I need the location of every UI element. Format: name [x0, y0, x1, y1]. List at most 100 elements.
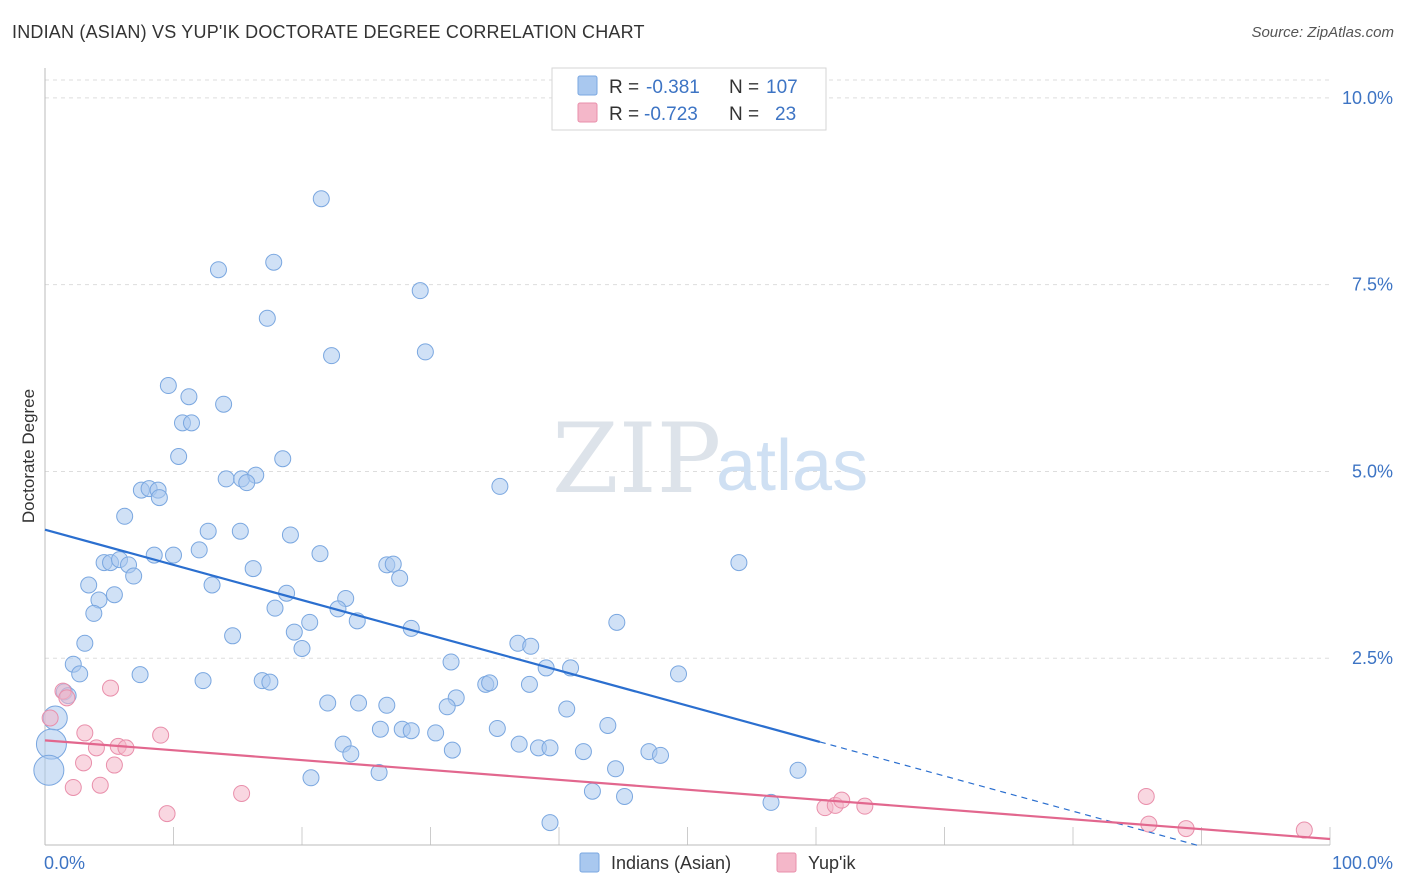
data-point — [35, 728, 67, 760]
data-point — [125, 567, 143, 585]
legend-swatch-yupik — [577, 102, 598, 123]
data-point — [856, 797, 874, 815]
data-point — [443, 741, 461, 759]
data-point — [75, 754, 93, 772]
legend-n-value-yupik: 23 — [775, 104, 796, 125]
data-point — [64, 778, 82, 796]
data-point — [190, 541, 208, 559]
data-point — [80, 576, 98, 594]
watermark-zip: ZIP — [552, 403, 721, 515]
data-point — [71, 665, 89, 683]
data-point — [231, 522, 249, 540]
data-point — [438, 698, 456, 716]
stats-legend: R = -0.381 N = 107 R = -0.723 N = 23 — [551, 67, 827, 131]
data-point — [652, 746, 670, 764]
data-point — [730, 554, 748, 572]
data-point — [182, 414, 200, 432]
data-point — [224, 627, 242, 645]
data-point — [58, 689, 76, 707]
data-point — [411, 282, 429, 300]
x-tick-label-max: 100.0% — [1332, 853, 1393, 873]
legend-swatch-indian — [577, 75, 598, 96]
bottom-legend-swatch-yupik — [776, 852, 797, 873]
bottom-legend-label-indian: Indians (Asian) — [611, 853, 731, 873]
data-point — [1137, 787, 1155, 805]
data-point — [76, 724, 94, 742]
data-point — [209, 261, 227, 279]
data-point — [266, 599, 284, 617]
tick-labels: 2.5% 5.0% 7.5% 10.0% 0.0% 100.0% — [44, 88, 1393, 873]
data-point — [116, 507, 134, 525]
data-point — [427, 724, 445, 742]
data-point — [402, 722, 420, 740]
legend-r-value-indian: -0.381 — [646, 77, 700, 98]
chart-title: INDIAN (ASIAN) VS YUP'IK DOCTORATE DEGRE… — [12, 22, 645, 42]
data-point — [274, 450, 292, 468]
data-point — [319, 694, 337, 712]
data-point — [762, 793, 780, 811]
data-point — [342, 745, 360, 763]
x-tick-label-min: 0.0% — [44, 853, 85, 873]
legend-box — [551, 67, 827, 131]
data-point — [258, 309, 276, 327]
data-point — [150, 489, 168, 507]
y-tick-label: 7.5% — [1352, 275, 1393, 295]
bottom-legend-swatch-indian — [579, 852, 600, 873]
data-point — [311, 545, 329, 563]
data-point — [510, 735, 528, 753]
data-point — [371, 720, 389, 738]
data-point — [203, 576, 221, 594]
bottom-legend-label-yupik: Yup'ik — [808, 853, 856, 873]
data-point — [522, 637, 540, 655]
data-point — [607, 760, 625, 778]
data-point — [265, 253, 283, 271]
y-tick-label: 2.5% — [1352, 648, 1393, 668]
trend-line-indian-asian — [44, 528, 821, 743]
data-point — [488, 719, 506, 737]
y-tick-label: 5.0% — [1352, 461, 1393, 481]
data-point — [670, 665, 688, 683]
legend-r-value-yupik: -0.723 — [644, 104, 698, 125]
data-point — [76, 634, 94, 652]
data-point — [378, 696, 396, 714]
data-point — [158, 805, 176, 823]
legend-r-label-indian: R = — [609, 77, 639, 98]
trend-lines — [44, 528, 1331, 847]
data-point — [350, 694, 368, 712]
data-point — [215, 395, 233, 413]
data-point — [33, 754, 65, 786]
data-point — [194, 672, 212, 690]
data-point — [599, 716, 617, 734]
data-point — [323, 347, 341, 365]
legend-n-label-yupik: N = — [729, 104, 759, 125]
watermark: ZIP atlas — [552, 403, 868, 515]
data-point — [558, 700, 576, 718]
data-point — [41, 709, 59, 727]
legend-n-value-indian: 107 — [766, 77, 798, 98]
data-point — [217, 470, 235, 488]
data-point — [608, 613, 626, 631]
data-point — [574, 743, 592, 761]
data-point — [281, 526, 299, 544]
data-point — [481, 674, 499, 692]
data-point — [391, 569, 409, 587]
data-point — [491, 477, 509, 495]
data-point — [91, 776, 109, 794]
legend-n-label-indian: N = — [729, 77, 759, 98]
data-point — [244, 560, 262, 578]
data-point — [165, 546, 182, 564]
data-point — [85, 604, 103, 622]
data-point — [152, 726, 170, 744]
data-point — [302, 769, 320, 787]
series-legend: Indians (Asian) Yup'ik — [579, 852, 856, 873]
data-point — [87, 739, 105, 757]
data-point — [384, 555, 402, 573]
data-point — [238, 474, 256, 492]
data-point — [233, 784, 251, 802]
data-point — [789, 761, 807, 779]
data-point — [520, 675, 538, 693]
data-point — [285, 623, 303, 641]
data-point — [131, 666, 149, 684]
data-point — [312, 190, 330, 208]
